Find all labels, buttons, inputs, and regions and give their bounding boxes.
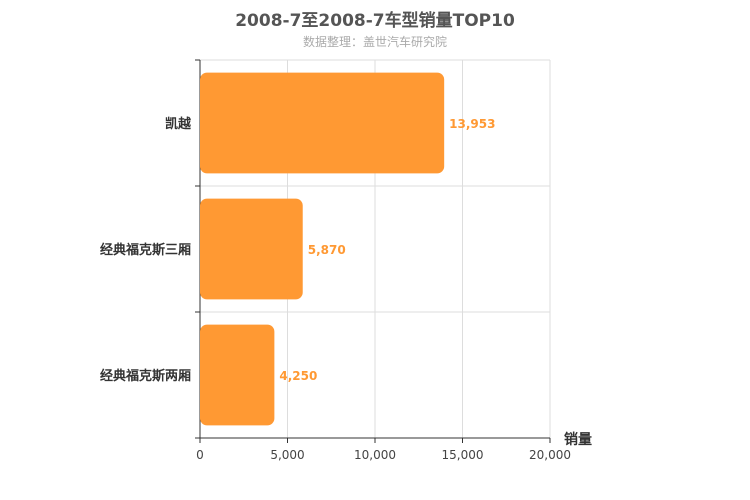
x-axis-title: 销量 [564,431,592,448]
category-label: 经典福克斯三厢 [100,242,191,258]
value-label: 4,250 [279,369,317,383]
bar [200,324,275,426]
chart-title: 2008-7至2008-7车型销量TOP10 [235,11,515,31]
value-label: 13,953 [449,117,495,131]
category-label: 凯越 [165,116,192,132]
x-tick-label: 20,000 [529,448,571,462]
bar [200,72,445,174]
bar [200,198,303,300]
x-tick-label: 10,000 [354,448,396,462]
category-label: 经典福克斯两厢 [100,368,191,384]
x-tick-label: 15,000 [442,448,484,462]
x-tick-label: 0 [196,448,204,462]
x-tick-label: 5,000 [270,448,304,462]
chart-subtitle: 数据整理：盖世汽车研究院 [302,35,447,49]
value-label: 5,870 [308,243,346,257]
